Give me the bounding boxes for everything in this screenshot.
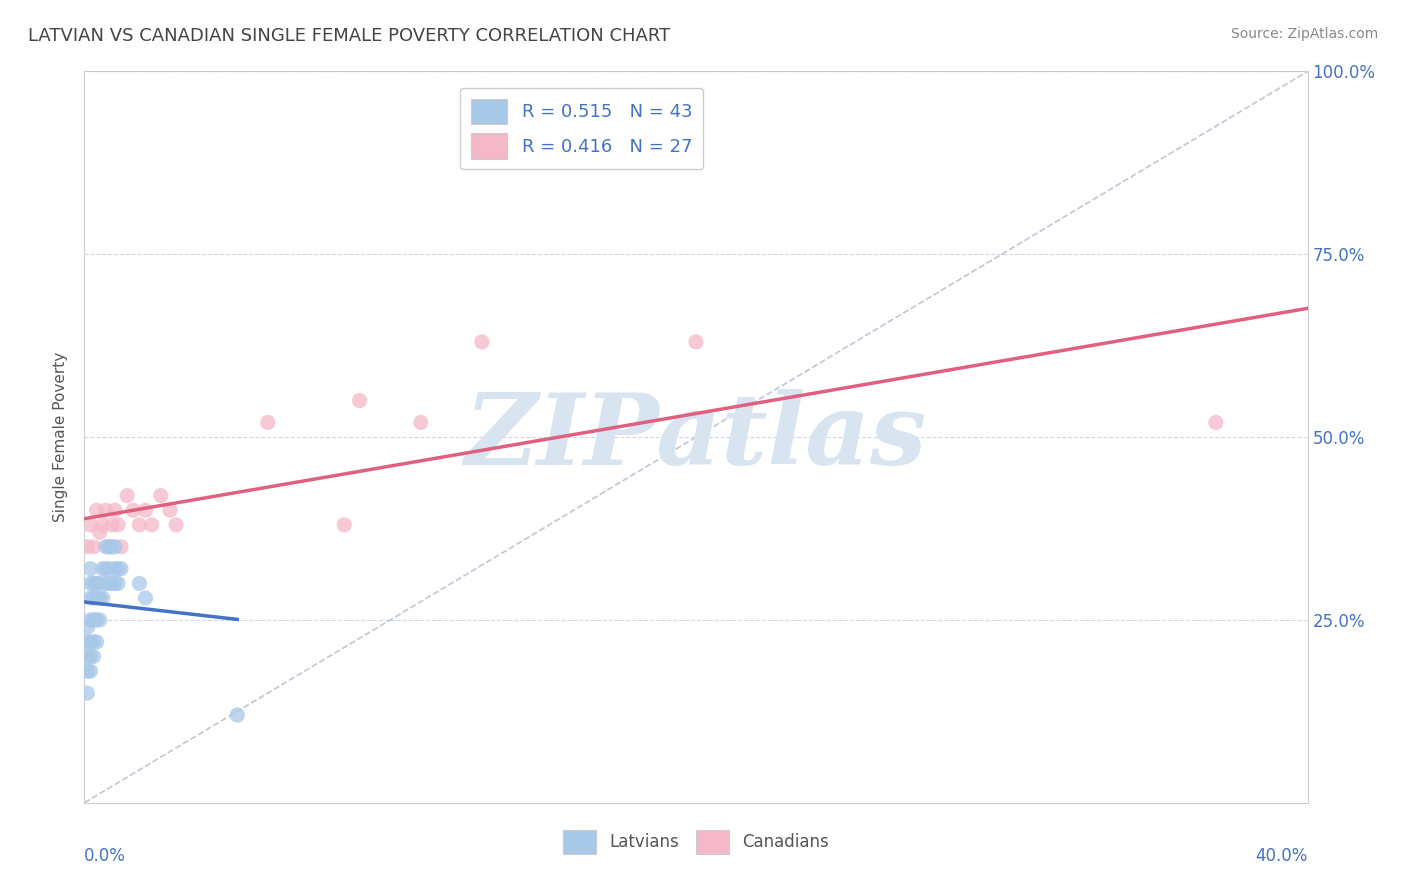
Point: [349, 393, 371, 408]
Point: [86, 591, 108, 605]
Point: [101, 540, 124, 554]
Point: [79, 649, 101, 664]
Point: [83, 613, 105, 627]
Point: [89, 613, 111, 627]
Point: [135, 591, 157, 605]
Text: 40.0%: 40.0%: [1256, 847, 1308, 864]
Point: [115, 489, 138, 503]
Point: [257, 416, 280, 430]
Point: [107, 517, 129, 532]
Point: [83, 591, 105, 605]
Point: [89, 591, 111, 605]
Point: [76, 649, 98, 664]
Point: [107, 562, 129, 576]
Point: [89, 525, 111, 540]
Point: [104, 503, 127, 517]
Point: [89, 576, 111, 591]
Point: [83, 540, 105, 554]
Point: [104, 562, 127, 576]
Legend: Latvians, Canadians: Latvians, Canadians: [555, 823, 837, 860]
Point: [94, 576, 117, 591]
Point: [110, 540, 132, 554]
Point: [101, 576, 124, 591]
Point: [76, 686, 98, 700]
Point: [86, 635, 108, 649]
Point: [104, 576, 127, 591]
Point: [159, 503, 181, 517]
Point: [79, 613, 101, 627]
Point: [110, 562, 132, 576]
Point: [76, 540, 98, 554]
Point: [79, 635, 101, 649]
Point: [128, 576, 150, 591]
Point: [76, 664, 98, 678]
Point: [471, 334, 494, 349]
Point: [165, 517, 187, 532]
Point: [91, 562, 114, 576]
Point: [86, 613, 108, 627]
Point: [91, 517, 114, 532]
Point: [94, 503, 117, 517]
Point: [135, 503, 157, 517]
Point: [76, 620, 98, 634]
Point: [409, 416, 432, 430]
Point: [149, 489, 172, 503]
Point: [97, 576, 120, 591]
Point: [91, 591, 114, 605]
Point: [122, 503, 145, 517]
Text: LATVIAN VS CANADIAN SINGLE FEMALE POVERTY CORRELATION CHART: LATVIAN VS CANADIAN SINGLE FEMALE POVERT…: [28, 27, 671, 45]
Point: [97, 562, 120, 576]
Text: Source: ZipAtlas.com: Source: ZipAtlas.com: [1230, 27, 1378, 41]
Point: [79, 576, 101, 591]
Point: [97, 540, 120, 554]
Point: [79, 517, 101, 532]
Point: [83, 576, 105, 591]
Point: [1205, 416, 1227, 430]
Point: [79, 664, 101, 678]
Text: 0.0%: 0.0%: [84, 847, 127, 864]
Point: [83, 649, 105, 664]
Text: ZIPatlas: ZIPatlas: [465, 389, 927, 485]
Point: [94, 540, 117, 554]
Y-axis label: Single Female Poverty: Single Female Poverty: [53, 352, 69, 522]
Point: [141, 517, 163, 532]
Point: [86, 503, 108, 517]
Point: [226, 708, 249, 723]
Point: [107, 576, 129, 591]
Point: [79, 562, 101, 576]
Point: [83, 635, 105, 649]
Point: [685, 334, 707, 349]
Point: [79, 591, 101, 605]
Point: [76, 635, 98, 649]
Point: [333, 517, 356, 532]
Point: [101, 517, 124, 532]
Point: [104, 540, 127, 554]
Point: [128, 517, 150, 532]
Point: [94, 562, 117, 576]
Point: [86, 576, 108, 591]
Point: [97, 540, 120, 554]
